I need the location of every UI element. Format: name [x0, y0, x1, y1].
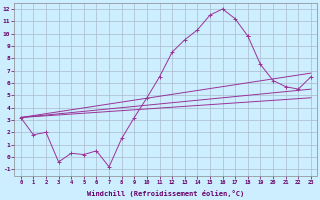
- X-axis label: Windchill (Refroidissement éolien,°C): Windchill (Refroidissement éolien,°C): [87, 190, 244, 197]
